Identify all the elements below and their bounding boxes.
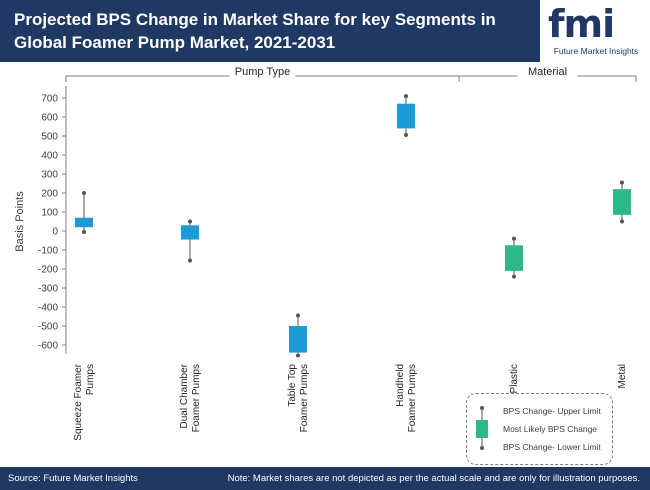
y-tick-label: 700: [41, 94, 58, 105]
box-series-1: [181, 219, 199, 263]
x-tick-label-line: Squeeze Foamer: [73, 363, 84, 440]
y-tick-label: 200: [41, 189, 58, 200]
most-likely-box: [505, 245, 523, 271]
y-tick-label: 0: [52, 227, 58, 238]
group-label-bg: [229, 64, 296, 78]
plot-area: [75, 94, 631, 358]
y-tick-label: 500: [41, 132, 58, 143]
most-likely-box: [397, 103, 415, 129]
logo-wordmark: fmi: [548, 2, 615, 46]
lower-limit-point: [188, 258, 192, 263]
x-tick-label-line: Metal: [617, 364, 628, 388]
footer-bar: Source: Future Market Insights Note: Mar…: [0, 467, 650, 490]
logo-subtitle: Future Market Insights: [553, 46, 639, 56]
lower-limit-point: [82, 229, 86, 234]
x-tick-label: Dual ChamberFoamer Pumps: [179, 363, 202, 432]
legend-upper-limit: BPS Change- Upper Limit: [503, 406, 601, 416]
x-tick-label-line: Foamer Pumps: [299, 364, 310, 432]
y-tick-label: -400: [38, 303, 58, 314]
group-label: Material: [528, 66, 567, 78]
x-tick-label-line: Plastic: [509, 364, 520, 393]
y-tick-label: -300: [38, 284, 58, 295]
y-tick-label: -500: [38, 322, 58, 333]
box-series-0: [75, 191, 93, 234]
upper-limit-point: [188, 219, 192, 224]
upper-limit-point: [512, 236, 516, 241]
y-tick-label: -100: [38, 246, 58, 257]
y-tick-label: 400: [41, 151, 58, 162]
box-series-3: [397, 94, 415, 138]
upper-limit-point: [404, 94, 408, 99]
y-tick-label: -600: [38, 341, 58, 352]
box-series-2: [289, 313, 307, 358]
lower-limit-point: [404, 133, 408, 138]
brand-logo: fmi Future Market Insights: [540, 0, 650, 62]
footer-note: Note: Market shares are not depicted as …: [227, 473, 640, 484]
footer-source: Source: Future Market Insights: [8, 473, 138, 484]
most-likely-box: [75, 217, 93, 228]
x-tick-label-line: Foamer Pumps: [191, 364, 202, 432]
x-tick-label-line: Pumps: [85, 364, 96, 395]
most-likely-box: [289, 326, 307, 353]
lower-limit-point: [296, 353, 300, 358]
header-banner: Projected BPS Change in Market Share for…: [0, 0, 650, 62]
x-tick-label: Plastic: [509, 364, 520, 393]
box-plot-chart: Pump Type Material 700 600 500 400 300 200 100 0…: [14, 64, 637, 441]
upper-limit-point: [620, 180, 624, 185]
group-brackets: Pump Type Material: [65, 64, 637, 82]
x-tick-label: Table TopFoamer Pumps: [287, 364, 310, 433]
y-tick-label: 600: [41, 113, 58, 124]
x-tick-label-line: Table Top: [287, 364, 298, 407]
x-tick-label: HandheldFoamer Pumps: [395, 364, 418, 432]
upper-limit-point: [82, 191, 86, 195]
x-tick-label: Metal: [617, 364, 628, 388]
legend: BPS Change- Upper Limit Most Likely BPS …: [466, 393, 613, 465]
upper-limit-point: [296, 313, 300, 318]
x-axis-labels: Squeeze FoamerPumps Dual ChamberFoamer Pu…: [73, 363, 628, 440]
most-likely-box: [613, 189, 631, 215]
y-tick-label: 300: [41, 170, 58, 181]
x-tick-label: Squeeze FoamerPumps: [73, 363, 96, 440]
y-tick-label: 100: [41, 208, 58, 219]
x-tick-label-line: Dual Chamber: [179, 363, 190, 428]
legend-most-likely: Most Likely BPS Change: [503, 424, 598, 434]
y-axis-title: Basis Points: [14, 191, 26, 252]
lower-limit-point: [620, 219, 624, 224]
legend-sample-box-icon: [476, 406, 488, 450]
chart-title: Projected BPS Change in Market Share for…: [14, 10, 496, 52]
group-label-bg: [517, 64, 578, 78]
group-label: Pump Type: [235, 66, 290, 78]
x-tick-label-line: Handheld: [395, 364, 406, 407]
y-axis: 700 600 500 400 300 200 100 0 -100 -200 -300 -400 -5…: [14, 86, 67, 354]
box-series-5: [613, 180, 631, 224]
x-tick-label-line: Foamer Pumps: [407, 364, 418, 432]
most-likely-box: [181, 225, 199, 240]
legend-lower-limit: BPS Change- Lower Limit: [503, 442, 601, 452]
box-series-4: [505, 236, 523, 279]
y-tick-label: -200: [38, 265, 58, 276]
lower-limit-point: [512, 274, 516, 279]
